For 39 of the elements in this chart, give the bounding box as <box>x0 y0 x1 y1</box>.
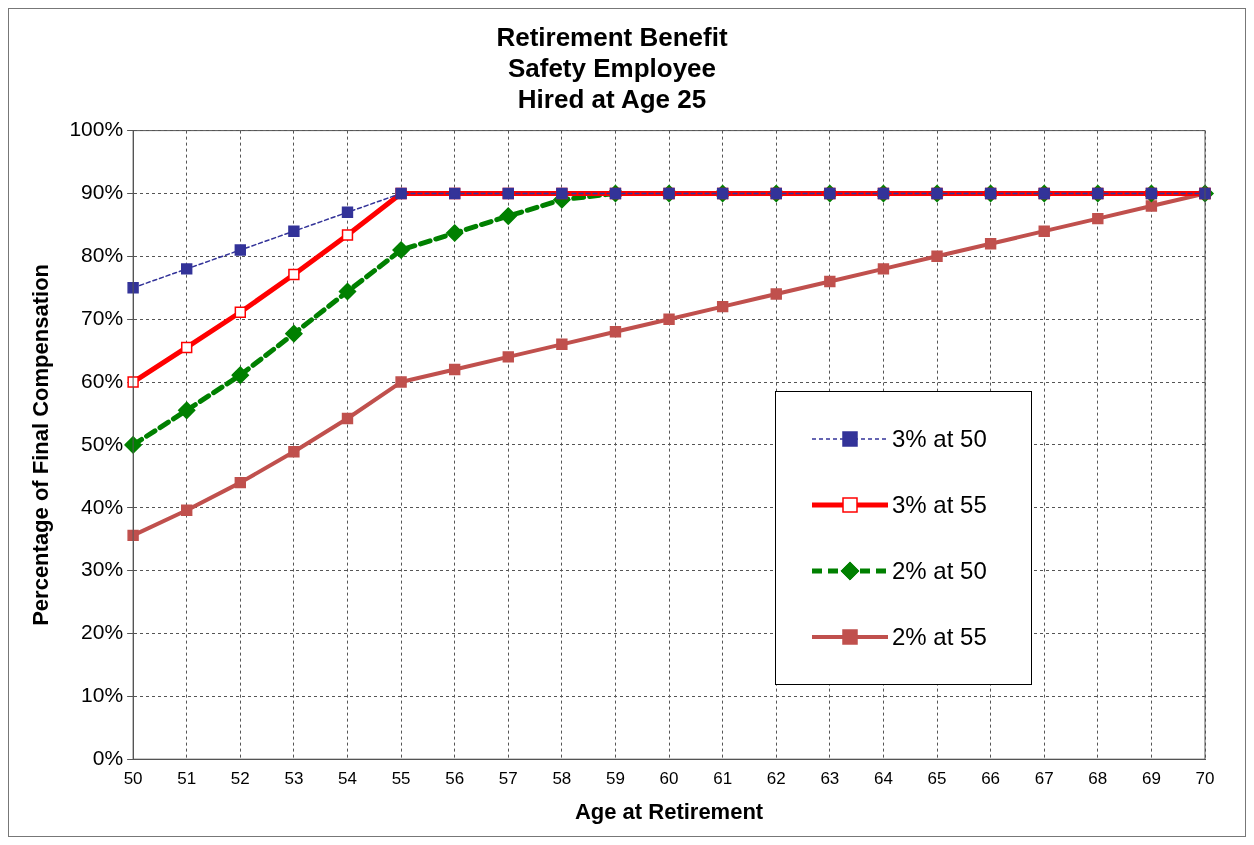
x-tick-label: 62 <box>766 769 786 789</box>
x-tick-label: 66 <box>981 769 1001 789</box>
x-tick-label: 63 <box>820 769 840 789</box>
y-tick-label: 60% <box>81 368 124 392</box>
y-tick-label: 20% <box>81 620 124 644</box>
y-tick-label: 90% <box>81 180 124 204</box>
legend-label: 2% at 50 <box>892 557 987 585</box>
x-tick-label: 55 <box>391 769 411 789</box>
legend-label: 2% at 55 <box>892 623 987 651</box>
y-axis-title: Percentage of Final Compensation <box>28 263 54 626</box>
y-tick-label: 40% <box>81 494 124 518</box>
legend-label: 3% at 55 <box>892 491 987 519</box>
x-axis-title: Age at Retirement <box>574 798 764 824</box>
x-tick-label: 61 <box>713 769 733 789</box>
x-tick-label: 59 <box>606 769 625 789</box>
y-tick-label: 50% <box>81 431 124 455</box>
chart-title: Retirement Benefit Safety Employee Hired at Age 25 <box>496 21 728 115</box>
x-tick-label: 69 <box>1141 769 1161 789</box>
x-tick-label: 53 <box>284 769 304 789</box>
x-tick-label: 50 <box>123 769 143 789</box>
x-tick-label: 60 <box>659 769 679 789</box>
x-tick-label: 52 <box>230 769 250 789</box>
x-tick-label: 57 <box>498 769 518 789</box>
x-tick-label: 67 <box>1034 769 1054 789</box>
y-tick-label: 10% <box>81 683 124 707</box>
x-tick-label: 68 <box>1088 769 1108 789</box>
x-tick-label: 58 <box>552 769 572 789</box>
x-tick-label: 64 <box>873 769 893 789</box>
x-tick-label: 70 <box>1195 769 1215 789</box>
y-tick-label: 70% <box>81 305 124 329</box>
y-tick-label: 30% <box>81 557 124 581</box>
x-tick-label: 51 <box>177 769 197 789</box>
x-tick-label: 56 <box>445 769 465 789</box>
y-tick-label: 80% <box>81 243 124 267</box>
x-tick-label: 65 <box>927 769 947 789</box>
legend-label: 3% at 50 <box>892 425 987 453</box>
x-tick-label: 54 <box>338 769 357 789</box>
y-tick-label: 0% <box>92 746 124 769</box>
y-tick-label: 100% <box>69 117 124 141</box>
